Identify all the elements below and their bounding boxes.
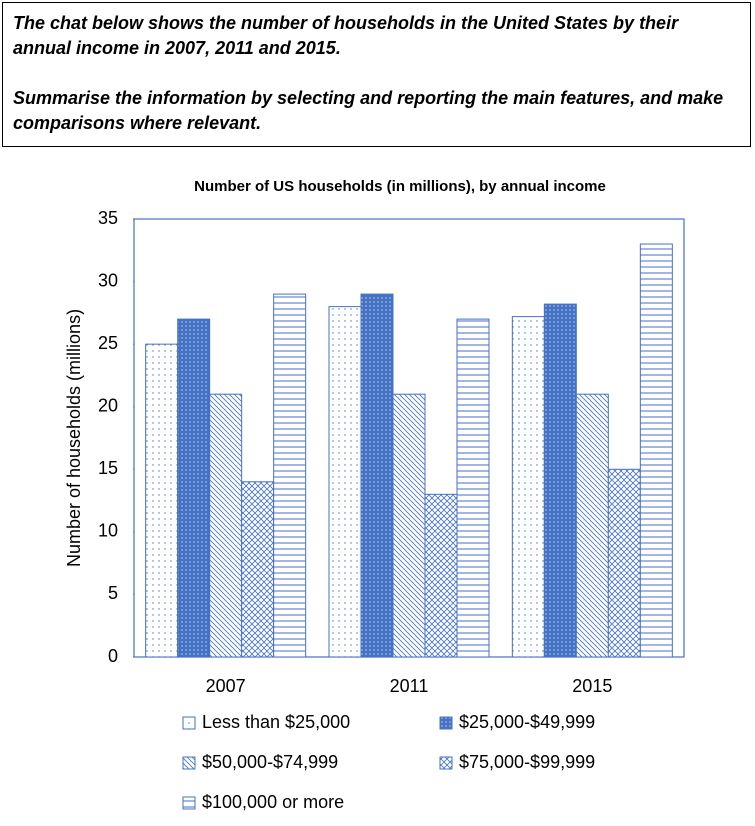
y-tick-label: 0	[108, 646, 118, 666]
y-tick-label: 20	[98, 395, 118, 415]
y-tick-label: 5	[108, 583, 118, 603]
task-text: Summarise the information by selecting a…	[13, 88, 724, 133]
legend-label: $25,000-$49,999	[459, 712, 595, 732]
chart-title: Number of US households (in millions), b…	[194, 178, 606, 195]
legend-swatch	[439, 716, 453, 730]
legend-label: $75,000-$99,999	[459, 752, 595, 772]
y-tick-label: 15	[98, 458, 118, 478]
y-tick-label: 35	[98, 208, 118, 228]
bar	[209, 393, 243, 658]
bar	[328, 306, 362, 658]
bar	[639, 243, 673, 658]
bar	[145, 343, 179, 658]
legend-swatch	[182, 716, 196, 730]
bar	[177, 318, 211, 658]
bar	[360, 293, 394, 658]
legend-swatch	[182, 756, 196, 770]
y-tick-label: 30	[98, 270, 118, 290]
bar	[392, 393, 426, 658]
bar	[543, 303, 577, 658]
task-box: The chat below shows the number of house…	[2, 2, 751, 147]
bar	[424, 493, 458, 658]
x-tick-label: 2007	[206, 676, 246, 696]
bar	[575, 393, 609, 658]
legend-swatch	[182, 796, 196, 810]
legend-label: $50,000-$74,999	[202, 752, 338, 772]
legend-label: Less than $25,000	[202, 712, 350, 732]
legend-swatch	[439, 756, 453, 770]
task-text: The chat below shows the number of house…	[13, 13, 679, 58]
y-tick-label: 10	[98, 521, 118, 541]
bar	[273, 293, 307, 658]
bar	[607, 468, 641, 658]
y-axis-label: Number of households (millions)	[64, 309, 84, 567]
bar	[456, 318, 490, 658]
x-tick-label: 2011	[390, 676, 429, 696]
legend-label: $100,000 or more	[202, 792, 344, 812]
bar	[241, 481, 275, 658]
bar	[511, 316, 545, 658]
y-tick-label: 25	[98, 333, 118, 353]
x-tick-label: 2015	[572, 676, 612, 696]
